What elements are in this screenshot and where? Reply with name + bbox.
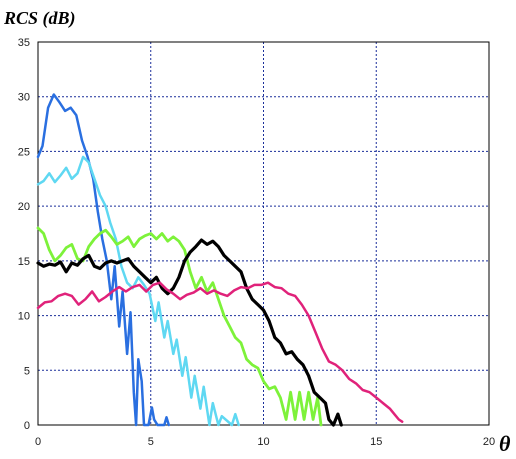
x-tick-label-2: 10 bbox=[257, 436, 269, 448]
series-line-0 bbox=[36, 93, 171, 427]
y-tick-label-4: 20 bbox=[18, 201, 30, 213]
series-lines bbox=[36, 93, 404, 427]
series-line-4 bbox=[36, 281, 404, 423]
y-tick-label-3: 15 bbox=[18, 256, 30, 268]
y-tick-label-5: 25 bbox=[18, 146, 30, 158]
series-line-2 bbox=[36, 226, 323, 427]
y-axis-title: RCS (dB) bbox=[3, 8, 76, 29]
x-axis-title: θ bbox=[499, 431, 511, 456]
tick-labels: 0 5 10 15 20 0 5 10 15 20 25 30 35 bbox=[18, 37, 495, 448]
grid-lines bbox=[38, 42, 489, 425]
x-tick-label-4: 20 bbox=[483, 436, 495, 448]
y-tick-label-1: 5 bbox=[24, 365, 30, 377]
y-tick-label-6: 30 bbox=[18, 92, 30, 104]
x-tick-label-0: 0 bbox=[35, 436, 41, 448]
x-tick-label-1: 5 bbox=[148, 436, 154, 448]
x-tick-label-3: 15 bbox=[370, 436, 382, 448]
y-tick-label-0: 0 bbox=[24, 420, 30, 432]
y-tick-label-2: 10 bbox=[18, 311, 30, 323]
plot-frame bbox=[37, 41, 490, 426]
series-line-3 bbox=[36, 238, 343, 427]
y-tick-label-7: 35 bbox=[18, 37, 30, 49]
